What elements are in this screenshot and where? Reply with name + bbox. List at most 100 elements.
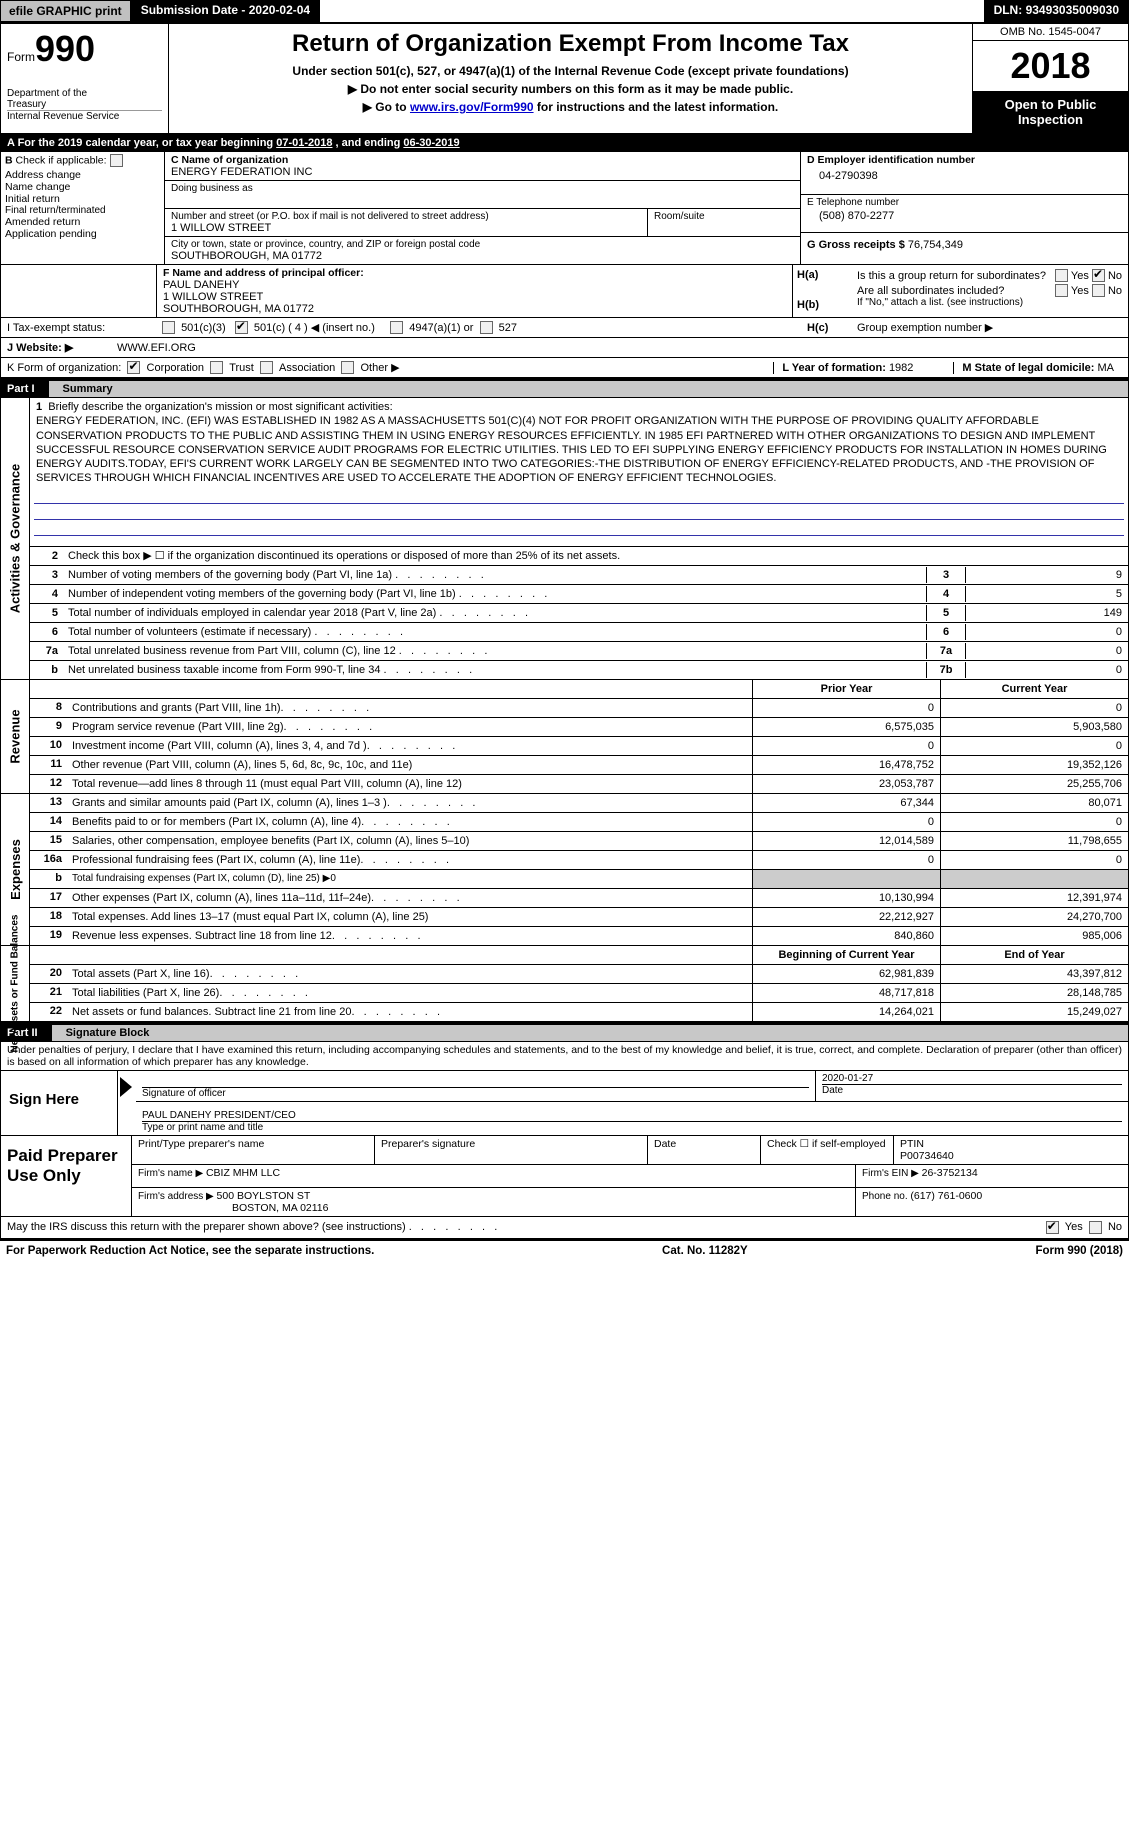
omb-number: OMB No. 1545-0047 — [973, 24, 1128, 41]
hc-question: Group exemption number ▶ — [857, 321, 1122, 334]
na-20-desc: Total assets (Part X, line 16) — [68, 965, 752, 983]
exp-16a-cur: 0 — [940, 851, 1128, 869]
exp-16b-desc: Total fundraising expenses (Part IX, col… — [68, 870, 752, 888]
form-subtitle-3: Go to www.irs.gov/Form990 for instructio… — [175, 100, 966, 114]
line-7a-desc: Total unrelated business revenue from Pa… — [64, 643, 926, 659]
box-h-labels: H(a) H(b) — [793, 265, 851, 317]
exp-13-prior: 67,344 — [752, 794, 940, 812]
line-7a-val: 0 — [965, 643, 1128, 659]
cb-corp[interactable] — [127, 361, 140, 374]
cb-other[interactable] — [341, 361, 354, 374]
year-formation: 1982 — [889, 362, 913, 374]
officer-addr2: SOUTHBOROUGH, MA 01772 — [163, 303, 786, 315]
form-subtitle-2: Do not enter social security numbers on … — [175, 82, 966, 96]
hb-note: If "No," attach a list. (see instruction… — [857, 297, 1122, 308]
rev-9-cur: 5,903,580 — [940, 718, 1128, 736]
side-activities-governance: Activities & Governance — [1, 398, 30, 679]
officer-addr1: 1 WILLOW STREET — [163, 291, 786, 303]
officer-name: PAUL DANEHY — [163, 279, 786, 291]
dept-line2: Treasury — [7, 99, 162, 110]
line-5-desc: Total number of individuals employed in … — [64, 605, 926, 621]
row-j-website: J Website: ▶ WWW.EFI.ORG — [0, 338, 1129, 358]
mission-text: ENERGY FEDERATION, INC. (EFI) WAS ESTABL… — [36, 415, 1107, 484]
preparer-date-label: Date — [648, 1136, 761, 1164]
gross-receipts-label: G Gross receipts $ — [807, 239, 908, 251]
na-20-begin: 62,981,839 — [752, 965, 940, 983]
box-b: B Check if applicable: Address change Na… — [1, 152, 165, 264]
hb-no[interactable] — [1092, 284, 1105, 297]
efile-print-button[interactable]: efile GRAPHIC print — [0, 0, 131, 22]
ha-yes[interactable] — [1055, 269, 1068, 282]
ein-value: 04-2790398 — [819, 170, 1122, 182]
dln-label: DLN: — [994, 3, 1026, 17]
cb-assoc[interactable] — [260, 361, 273, 374]
exp-14-cur: 0 — [940, 813, 1128, 831]
irs-discuss-text: May the IRS discuss this return with the… — [7, 1221, 497, 1233]
box-h: Is this a group return for subordinates?… — [851, 265, 1128, 317]
exp-17-prior: 10,130,994 — [752, 889, 940, 907]
part-2-header: Part II Signature Block — [0, 1024, 1129, 1042]
tax-year-begin: 07-01-2018 — [276, 137, 332, 149]
amended-return-label: Amended return — [5, 216, 80, 228]
website-label: J Website: ▶ — [7, 341, 117, 354]
rev-9-desc: Program service revenue (Part VIII, line… — [68, 718, 752, 736]
expenses-section: Expenses 13Grants and similar amounts pa… — [0, 794, 1129, 946]
website-value: WWW.EFI.ORG — [117, 342, 196, 354]
exp-15-prior: 12,014,589 — [752, 832, 940, 850]
rev-8-desc: Contributions and grants (Part VIII, lin… — [68, 699, 752, 717]
exp-15-desc: Salaries, other compensation, employee b… — [68, 832, 752, 850]
line-7b-val: 0 — [965, 662, 1128, 678]
phone-value: (508) 870-2277 — [819, 210, 1122, 222]
rev-12-desc: Total revenue—add lines 8 through 11 (mu… — [68, 775, 752, 793]
line-4-val: 5 — [965, 586, 1128, 602]
org-name: ENERGY FEDERATION INC — [171, 166, 794, 178]
city-label: City or town, state or province, country… — [171, 239, 794, 250]
line-5-val: 149 — [965, 605, 1128, 621]
cb-501c3[interactable] — [162, 321, 175, 334]
ptin-value: P00734640 — [900, 1150, 954, 1162]
begin-year-header: Beginning of Current Year — [752, 946, 940, 964]
org-name-label: C Name of organization — [171, 154, 794, 166]
exp-18-desc: Total expenses. Add lines 13–17 (must eq… — [68, 908, 752, 926]
form-year-block: OMB No. 1545-0047 2018 Open to Public In… — [972, 24, 1128, 133]
exp-19-prior: 840,860 — [752, 927, 940, 945]
ha-no[interactable] — [1092, 269, 1105, 282]
state-domicile: MA — [1098, 362, 1115, 374]
rev-11-prior: 16,478,752 — [752, 756, 940, 774]
line-6-val: 0 — [965, 624, 1128, 640]
cb-4947[interactable] — [390, 321, 403, 334]
cb-527[interactable] — [480, 321, 493, 334]
na-22-end: 15,249,027 — [940, 1003, 1128, 1021]
row-k-form-org: K Form of organization: Corporation Trus… — [0, 358, 1129, 380]
exp-14-desc: Benefits paid to or for members (Part IX… — [68, 813, 752, 831]
current-year-header: Current Year — [940, 680, 1128, 698]
cb-501c[interactable] — [235, 321, 248, 334]
exp-16a-desc: Professional fundraising fees (Part IX, … — [68, 851, 752, 869]
form-number: 990 — [35, 28, 95, 69]
ptin-label: PTIN — [900, 1138, 924, 1150]
address-change-label: Address change — [5, 169, 81, 181]
line-a: A For the 2019 calendar year, or tax yea… — [0, 134, 1129, 152]
exp-17-desc: Other expenses (Part IX, column (A), lin… — [68, 889, 752, 907]
dept-line1: Department of the — [7, 88, 162, 99]
form-label: Form — [7, 50, 35, 64]
rev-10-prior: 0 — [752, 737, 940, 755]
discuss-no[interactable] — [1089, 1221, 1102, 1234]
exp-15-cur: 11,798,655 — [940, 832, 1128, 850]
exp-13-cur: 80,071 — [940, 794, 1128, 812]
exp-16b-cur — [940, 870, 1128, 888]
discuss-yes[interactable] — [1046, 1221, 1059, 1234]
dba-label: Doing business as — [171, 183, 794, 194]
check-applicable[interactable] — [110, 154, 123, 167]
na-22-desc: Net assets or fund balances. Subtract li… — [68, 1003, 752, 1021]
firm-phone: (617) 761-0600 — [910, 1190, 982, 1202]
irs-link[interactable]: www.irs.gov/Form990 — [410, 100, 534, 114]
paid-preparer-label: Paid Preparer Use Only — [1, 1136, 132, 1216]
irs-discuss-row: May the IRS discuss this return with the… — [0, 1217, 1129, 1241]
tax-year: 2018 — [973, 41, 1128, 91]
cb-trust[interactable] — [210, 361, 223, 374]
hb-yes[interactable] — [1055, 284, 1068, 297]
na-20-end: 43,397,812 — [940, 965, 1128, 983]
street-address: 1 WILLOW STREET — [171, 222, 641, 234]
end-year-header: End of Year — [940, 946, 1128, 964]
